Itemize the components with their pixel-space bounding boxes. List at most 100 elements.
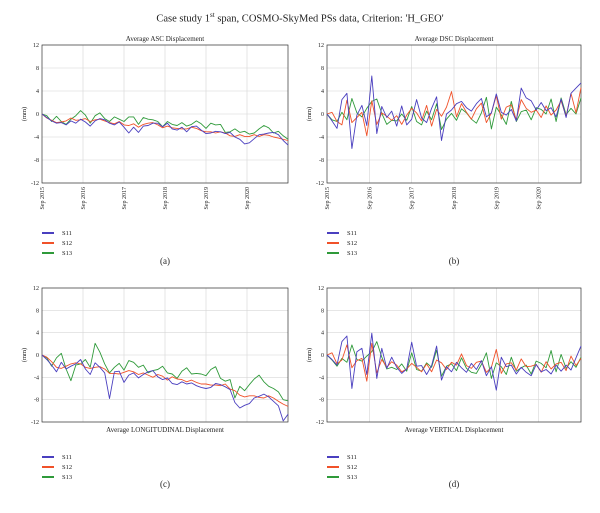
legend-swatch: [42, 456, 54, 458]
series-line-s11: [326, 75, 582, 149]
panel-title: Average LONGITUDINAL Displacement: [106, 426, 224, 434]
legend-label: S12: [62, 239, 73, 247]
x-tick-label: Sep 2019: [204, 187, 210, 210]
legend-label: S11: [62, 453, 72, 461]
y-tick-label: 0: [36, 112, 39, 118]
y-tick-label: 4: [321, 331, 324, 337]
legend-label: S11: [62, 229, 72, 237]
panel-vertical: 12 8 4 0 -4 -8 -12 (mm) Average VERTICAL Displac…: [300, 256, 600, 512]
y-tick-label: -8: [34, 398, 39, 404]
y-axis-label: (mm): [306, 348, 313, 362]
legend-item: S11: [42, 228, 72, 238]
legend-swatch: [327, 232, 339, 234]
x-tick-label: Sep 2015: [325, 187, 331, 210]
y-tick-label: -8: [319, 158, 324, 164]
legend-label: S11: [347, 229, 357, 237]
y-tick-label: -4: [34, 375, 39, 381]
x-tick-label: Sep 2016: [367, 187, 373, 210]
panel-asc: 12 8 4 0 -4 -8 -12 (mm) Sep 2015 Sep 2016 Sep 2017…: [0, 0, 300, 266]
y-tick-label: -12: [316, 181, 324, 187]
legend-label: S12: [62, 463, 73, 471]
y-tick-label: 12: [318, 286, 324, 292]
legend-item: S11: [42, 452, 72, 462]
figure-title-pre: Case study 1: [156, 13, 211, 25]
legend-item: S12: [42, 238, 72, 248]
y-axis-label: (mm): [21, 348, 28, 362]
figure-title-sup: st: [210, 11, 215, 19]
chart-svg: 12 8 4 0 -4 -8 -12 (mm) Average LONGITUDINAL Dis…: [21, 286, 289, 434]
y-tick-label: -4: [319, 135, 324, 141]
y-tick-label: 12: [33, 43, 39, 49]
series-line-s11: [41, 354, 289, 422]
x-tick-label: Sep 2017: [410, 187, 416, 210]
chart-svg: 12 8 4 0 -4 -8 -12 (mm) Sep 2015 Sep 2016 Sep 2017…: [306, 35, 582, 210]
legend-swatch: [327, 242, 339, 244]
legend-item: S11: [327, 228, 357, 238]
panel-label: (c): [160, 479, 170, 489]
y-tick-label: -4: [34, 135, 39, 141]
legend-label: S13: [62, 249, 73, 257]
panel-title: Average VERTICAL Displacement: [405, 426, 504, 434]
legend-label: S13: [62, 473, 73, 481]
panel-longitudinal: 12 8 4 0 -4 -8 -12 (mm) Average LONGITUDINAL Dis…: [0, 256, 300, 512]
legend-swatch: [42, 466, 54, 468]
legend-item: S12: [327, 238, 357, 248]
x-tick-label: Sep 2016: [81, 187, 87, 210]
y-tick-label: 4: [36, 89, 39, 95]
series-line-s11: [41, 113, 289, 146]
x-tick-label: Sep 2019: [494, 187, 500, 210]
y-tick-label: 8: [321, 308, 324, 314]
legend-item: S12: [42, 462, 72, 472]
legend-item: S13: [327, 472, 357, 482]
legend: S11 S12 S13: [327, 228, 357, 258]
legend-item: S13: [42, 472, 72, 482]
legend-label: S13: [347, 249, 358, 257]
y-tick-label: 8: [36, 308, 39, 314]
y-tick-label: 8: [321, 66, 324, 72]
y-tick-label: 0: [321, 353, 324, 359]
chart-svg: 12 8 4 0 -4 -8 -12 (mm) Sep 2015 Sep 2016 Sep 2017…: [21, 35, 289, 210]
y-tick-label: 0: [36, 353, 39, 359]
panel-title: Average ASC Displacement: [126, 35, 204, 43]
x-tick-label: Sep 2018: [163, 187, 169, 210]
legend-item: S13: [327, 248, 357, 258]
y-axis-label: (mm): [21, 107, 28, 121]
legend-swatch: [42, 252, 54, 254]
legend-label: S13: [347, 473, 358, 481]
panel-title: Average DSC Displacement: [415, 35, 494, 43]
y-tick-label: 8: [36, 66, 39, 72]
y-tick-label: 12: [33, 286, 39, 292]
legend-swatch: [327, 476, 339, 478]
x-tick-label: Sep 2018: [452, 187, 458, 210]
legend: S11 S12 S13: [42, 228, 72, 258]
y-tick-label: -12: [31, 181, 39, 187]
figure-title-post: span, COSMO-SkyMed PSs data, Criterion: …: [214, 13, 444, 25]
legend-swatch: [327, 456, 339, 458]
legend-swatch: [42, 232, 54, 234]
legend-label: S12: [347, 239, 358, 247]
series-line-s13: [41, 110, 289, 140]
y-tick-label: -8: [319, 398, 324, 404]
chart-svg: 12 8 4 0 -4 -8 -12 (mm) Average VERTICAL Displac…: [306, 286, 582, 434]
y-tick-label: -8: [34, 158, 39, 164]
y-tick-label: -12: [31, 420, 39, 426]
panel-label: (b): [448, 256, 460, 266]
panel-dsc: 12 8 4 0 -4 -8 -12 (mm) Sep 2015 Sep 2016 Sep 2017…: [300, 0, 600, 266]
y-tick-label: -4: [319, 375, 324, 381]
series-line-s12: [326, 87, 582, 137]
legend: S11 S12 S13: [42, 452, 72, 482]
legend-item: S13: [42, 248, 72, 258]
legend: S11 S12 S13: [327, 452, 357, 482]
series-line-s11: [326, 332, 582, 391]
legend-item: S11: [327, 452, 357, 462]
y-axis-label: (mm): [306, 107, 313, 121]
x-tick-label: Sep 2017: [122, 187, 128, 210]
panel-label: (d): [448, 479, 460, 489]
y-tick-label: 0: [321, 112, 324, 118]
x-tick-label: Sep 2020: [537, 187, 543, 210]
y-tick-label: 4: [321, 89, 324, 95]
series-line-s13: [41, 342, 289, 402]
legend-label: S12: [347, 463, 358, 471]
panel-label: (a): [160, 256, 170, 266]
y-tick-label: 12: [318, 43, 324, 49]
